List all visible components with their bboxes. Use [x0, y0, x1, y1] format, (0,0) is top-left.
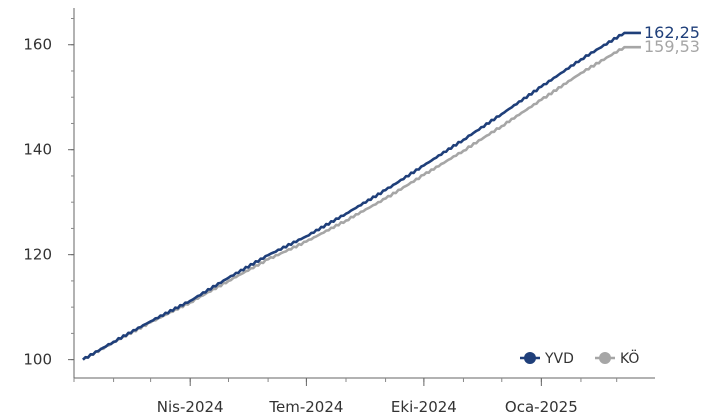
legend: YVD KÖ — [520, 349, 639, 367]
y-tick-label: 160 — [23, 36, 52, 54]
legend-label: YVD — [544, 351, 574, 367]
x-tick-label: Tem-2024 — [268, 398, 343, 416]
end-value-label: 159,53 — [644, 37, 700, 56]
x-tick-label: Eki-2024 — [391, 398, 457, 416]
legend-label: KÖ — [620, 349, 639, 367]
legend-marker — [524, 352, 536, 364]
series-line-kö — [82, 45, 641, 361]
y-tick-label: 140 — [23, 141, 52, 159]
end-value-label: 162,25 — [644, 23, 700, 42]
y-tick-label: 100 — [23, 351, 52, 369]
x-tick-label: Nis-2024 — [157, 398, 224, 416]
axes — [73, 8, 655, 379]
x-tick-label: Oca-2025 — [505, 398, 578, 416]
series — [82, 31, 641, 361]
minor-ticks — [71, 17, 618, 382]
x-ticks: Nis-2024 Tem-2024 Eki-2024 Oca-2025 — [157, 378, 578, 416]
legend-marker — [599, 352, 611, 364]
y-ticks: 100 120 140 160 — [23, 36, 74, 369]
series-line-yvd — [82, 31, 641, 361]
y-tick-label: 120 — [23, 246, 52, 264]
